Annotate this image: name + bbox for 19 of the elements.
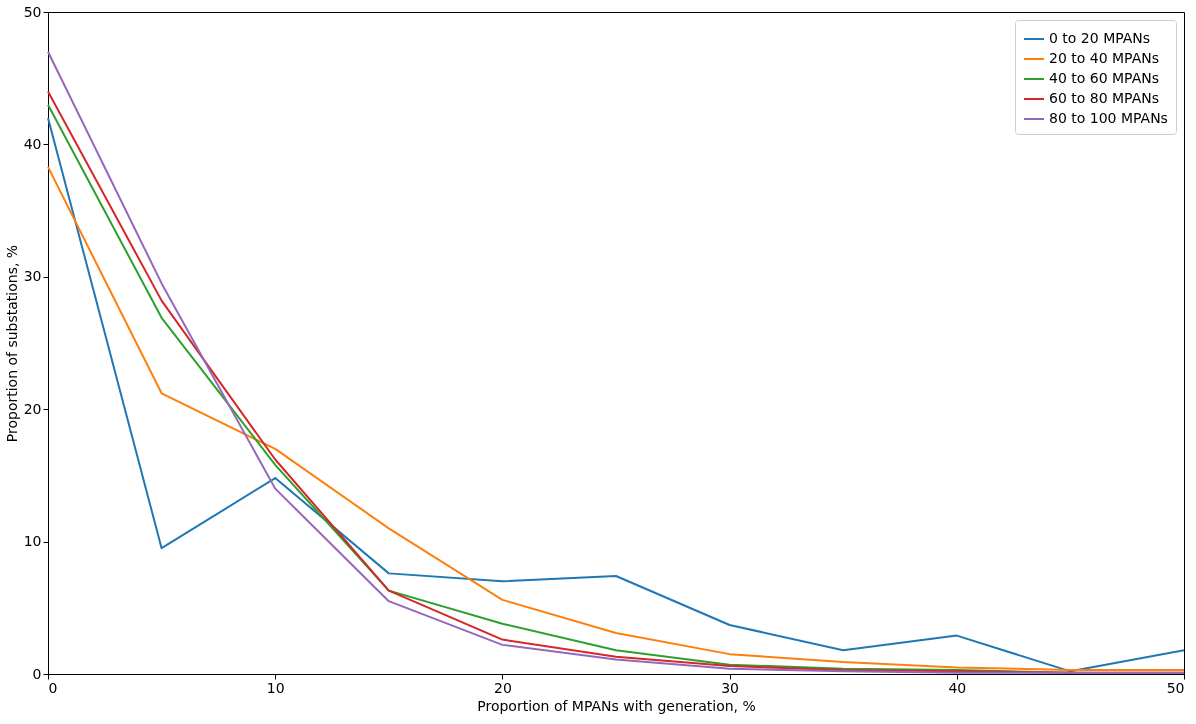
x-axis-title: Proportion of MPANs with generation, % <box>477 697 756 714</box>
x-tick-label: 30 <box>721 679 740 696</box>
x-tick-label: 20 <box>493 679 512 696</box>
y-tick-label: 40 <box>23 135 42 152</box>
x-tick-label: 50 <box>1166 679 1185 696</box>
x-tick-label: 0 <box>48 679 58 696</box>
y-axis-title: Proportion of substations, % <box>3 244 20 443</box>
x-tick-label: 10 <box>266 679 285 696</box>
legend-label: 40 to 60 MPANs <box>1049 70 1160 86</box>
y-tick-label: 0 <box>32 665 42 682</box>
legend-label: 80 to 100 MPANs <box>1049 110 1168 126</box>
y-tick-label: 30 <box>23 268 42 285</box>
y-tick-label: 50 <box>23 3 42 20</box>
y-tick-label: 20 <box>23 400 42 417</box>
legend-label: 0 to 20 MPANs <box>1049 30 1151 46</box>
legend-label: 20 to 40 MPANs <box>1049 50 1160 66</box>
legend-label: 60 to 80 MPANs <box>1049 90 1160 106</box>
x-tick-label: 40 <box>948 679 967 696</box>
y-tick-label: 10 <box>23 533 42 550</box>
